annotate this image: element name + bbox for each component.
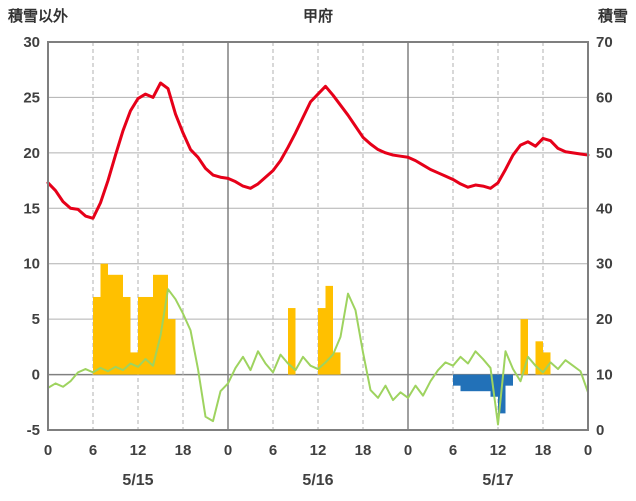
y-tick-label-left: 15 — [23, 200, 40, 217]
y-tick-label-left: 30 — [23, 34, 40, 51]
date-label: 5/17 — [482, 472, 513, 489]
blue-bars — [475, 374, 483, 392]
yellow-bars — [93, 296, 101, 375]
right-axis-title: 積雪 — [597, 8, 628, 25]
yellow-bars — [318, 308, 326, 375]
x-tick-label: 6 — [89, 442, 97, 459]
yellow-bars — [325, 285, 333, 375]
yellow-bars — [100, 263, 108, 375]
date-label: 5/16 — [302, 472, 333, 489]
date-label: 5/15 — [122, 472, 153, 489]
yellow-bars — [145, 296, 153, 375]
yellow-bars — [520, 319, 528, 375]
y-tick-label-left: 25 — [23, 89, 40, 106]
y-tick-label-right: 50 — [596, 145, 613, 162]
y-tick-label-left: 20 — [23, 145, 40, 162]
yellow-bars — [160, 274, 168, 375]
y-tick-label-left: 5 — [32, 311, 40, 328]
x-tick-label: 0 — [44, 442, 52, 459]
blue-bars — [505, 374, 513, 386]
x-tick-label: 6 — [449, 442, 457, 459]
y-tick-label-right: 40 — [596, 200, 613, 217]
yellow-bars — [333, 352, 341, 375]
station-title: 甲府 — [302, 8, 333, 25]
y-tick-label-left: 0 — [32, 367, 40, 384]
blue-bars — [483, 374, 491, 392]
x-tick-label: 12 — [130, 442, 147, 459]
yellow-bars — [138, 296, 146, 375]
yellow-bars — [288, 308, 296, 375]
x-tick-label: 0 — [584, 442, 592, 459]
blue-bars — [453, 374, 461, 386]
x-tick-label: 0 — [224, 442, 232, 459]
x-tick-label: 18 — [535, 442, 552, 459]
y-tick-label-right: 60 — [596, 89, 613, 106]
blue-bars — [460, 374, 468, 392]
yellow-bars — [168, 319, 176, 375]
yellow-bars — [108, 274, 116, 375]
yellow-bars — [535, 341, 543, 375]
y-tick-label-right: 20 — [596, 311, 613, 328]
y-tick-label-right: 0 — [596, 422, 604, 439]
x-tick-label: 12 — [490, 442, 507, 459]
yellow-bars — [153, 274, 161, 375]
blue-bars — [468, 374, 476, 392]
yellow-bars — [543, 352, 551, 375]
left-axis-title: 積雪以外 — [8, 8, 69, 25]
yellow-bars — [130, 352, 138, 375]
x-tick-label: 12 — [310, 442, 327, 459]
x-tick-label: 6 — [269, 442, 277, 459]
y-tick-label-left: -5 — [27, 422, 40, 439]
green-line — [47, 288, 589, 426]
y-tick-label-right: 10 — [596, 367, 613, 384]
plot-border — [47, 41, 589, 431]
y-tick-label-right: 30 — [596, 256, 613, 273]
y-tick-label-left: 10 — [23, 256, 40, 273]
blue-bars — [490, 374, 498, 397]
yellow-bars — [115, 274, 123, 375]
yellow-bars — [123, 296, 131, 375]
red-temperature-line — [46, 81, 590, 220]
y-tick-label-right: 70 — [596, 34, 613, 51]
x-tick-label: 18 — [355, 442, 372, 459]
x-tick-label: 18 — [175, 442, 192, 459]
x-tick-label: 0 — [404, 442, 412, 459]
